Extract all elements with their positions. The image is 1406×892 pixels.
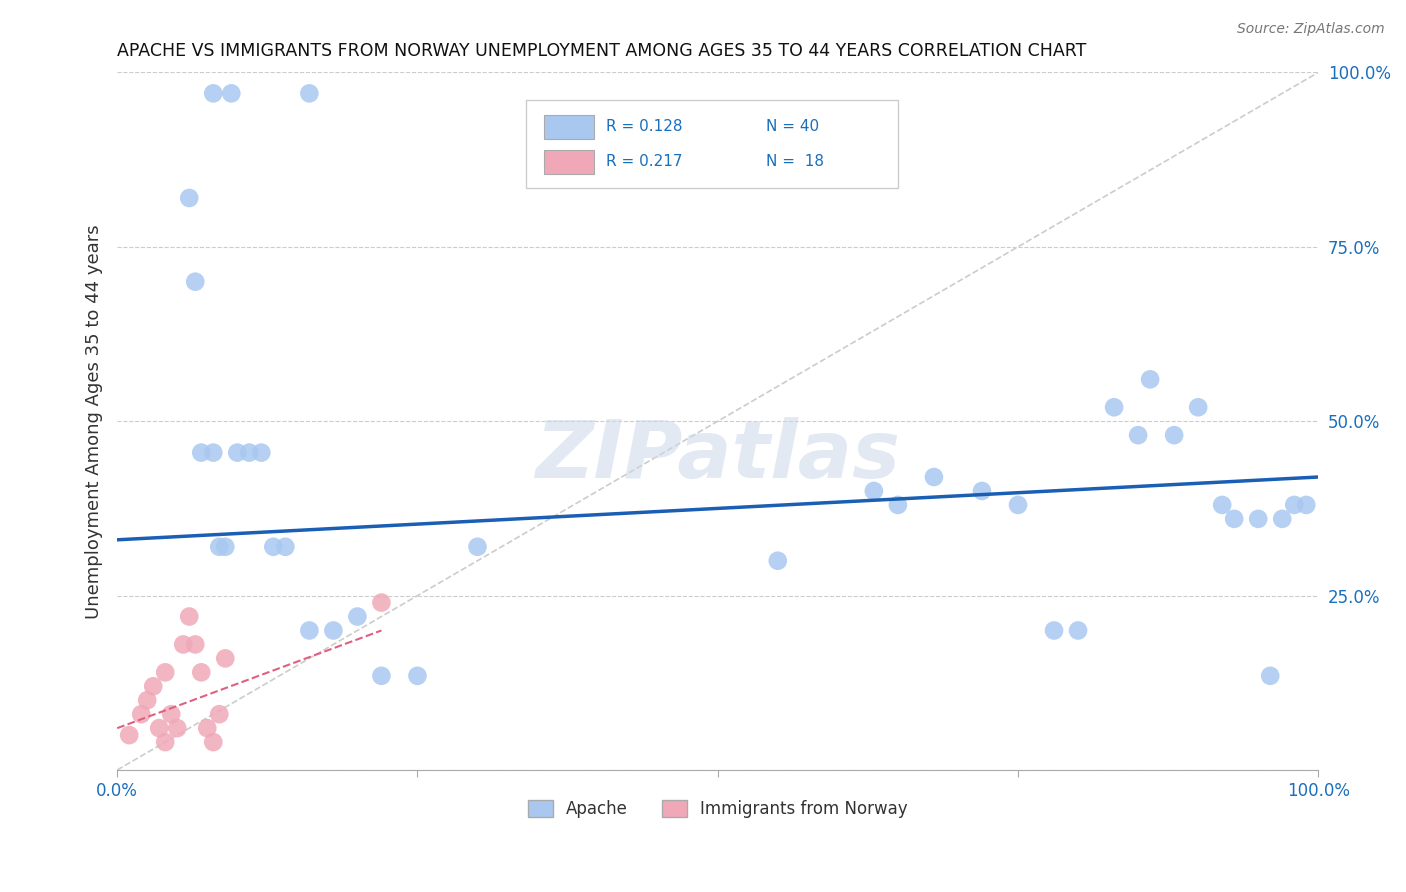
Point bbox=[184, 275, 207, 289]
Text: R = 0.128: R = 0.128 bbox=[606, 120, 682, 135]
Point bbox=[160, 707, 183, 722]
Point bbox=[922, 470, 945, 484]
Point bbox=[1139, 372, 1161, 386]
Y-axis label: Unemployment Among Ages 35 to 44 years: Unemployment Among Ages 35 to 44 years bbox=[86, 224, 103, 618]
Point bbox=[250, 445, 273, 459]
Point bbox=[766, 554, 789, 568]
Point bbox=[142, 679, 165, 693]
Point bbox=[1007, 498, 1029, 512]
FancyBboxPatch shape bbox=[544, 115, 593, 138]
Point bbox=[322, 624, 344, 638]
Text: N =  18: N = 18 bbox=[766, 154, 824, 169]
Point bbox=[1163, 428, 1185, 442]
Text: APACHE VS IMMIGRANTS FROM NORWAY UNEMPLOYMENT AMONG AGES 35 TO 44 YEARS CORRELAT: APACHE VS IMMIGRANTS FROM NORWAY UNEMPLO… bbox=[117, 42, 1087, 60]
Point bbox=[208, 707, 231, 722]
Point bbox=[214, 540, 236, 554]
FancyBboxPatch shape bbox=[544, 150, 593, 174]
Point bbox=[238, 445, 260, 459]
FancyBboxPatch shape bbox=[526, 100, 898, 187]
Point bbox=[370, 596, 392, 610]
Point bbox=[148, 721, 170, 735]
Point bbox=[172, 637, 194, 651]
Point bbox=[1258, 669, 1281, 683]
Point bbox=[226, 445, 249, 459]
Point bbox=[298, 624, 321, 638]
Point bbox=[274, 540, 297, 554]
Point bbox=[262, 540, 284, 554]
Point bbox=[179, 609, 201, 624]
Point bbox=[214, 651, 236, 665]
Point bbox=[970, 483, 993, 498]
Point bbox=[1247, 512, 1270, 526]
Point bbox=[202, 735, 225, 749]
Point bbox=[179, 191, 201, 205]
Point bbox=[1067, 624, 1090, 638]
Point bbox=[1223, 512, 1246, 526]
Point bbox=[1043, 624, 1066, 638]
Point bbox=[1284, 498, 1306, 512]
Point bbox=[298, 87, 321, 101]
Point bbox=[863, 483, 886, 498]
Text: ZIPatlas: ZIPatlas bbox=[536, 417, 900, 495]
Point bbox=[202, 87, 225, 101]
Point bbox=[1211, 498, 1233, 512]
Point bbox=[406, 669, 429, 683]
Point bbox=[887, 498, 910, 512]
Point bbox=[195, 721, 218, 735]
Point bbox=[1102, 401, 1125, 415]
Point bbox=[184, 637, 207, 651]
Text: N = 40: N = 40 bbox=[766, 120, 818, 135]
Point bbox=[221, 87, 243, 101]
Point bbox=[155, 665, 177, 680]
Point bbox=[136, 693, 159, 707]
Point bbox=[118, 728, 141, 742]
Point bbox=[190, 445, 212, 459]
Point bbox=[129, 707, 152, 722]
Point bbox=[190, 665, 212, 680]
Point bbox=[1187, 401, 1209, 415]
Legend: Apache, Immigrants from Norway: Apache, Immigrants from Norway bbox=[522, 793, 914, 824]
Point bbox=[1126, 428, 1149, 442]
Point bbox=[467, 540, 489, 554]
Point bbox=[1295, 498, 1317, 512]
Point bbox=[1271, 512, 1294, 526]
Text: Source: ZipAtlas.com: Source: ZipAtlas.com bbox=[1237, 22, 1385, 37]
Point bbox=[202, 445, 225, 459]
Point bbox=[208, 540, 231, 554]
Point bbox=[370, 669, 392, 683]
Text: R = 0.217: R = 0.217 bbox=[606, 154, 682, 169]
Point bbox=[155, 735, 177, 749]
Point bbox=[166, 721, 188, 735]
Point bbox=[346, 609, 368, 624]
